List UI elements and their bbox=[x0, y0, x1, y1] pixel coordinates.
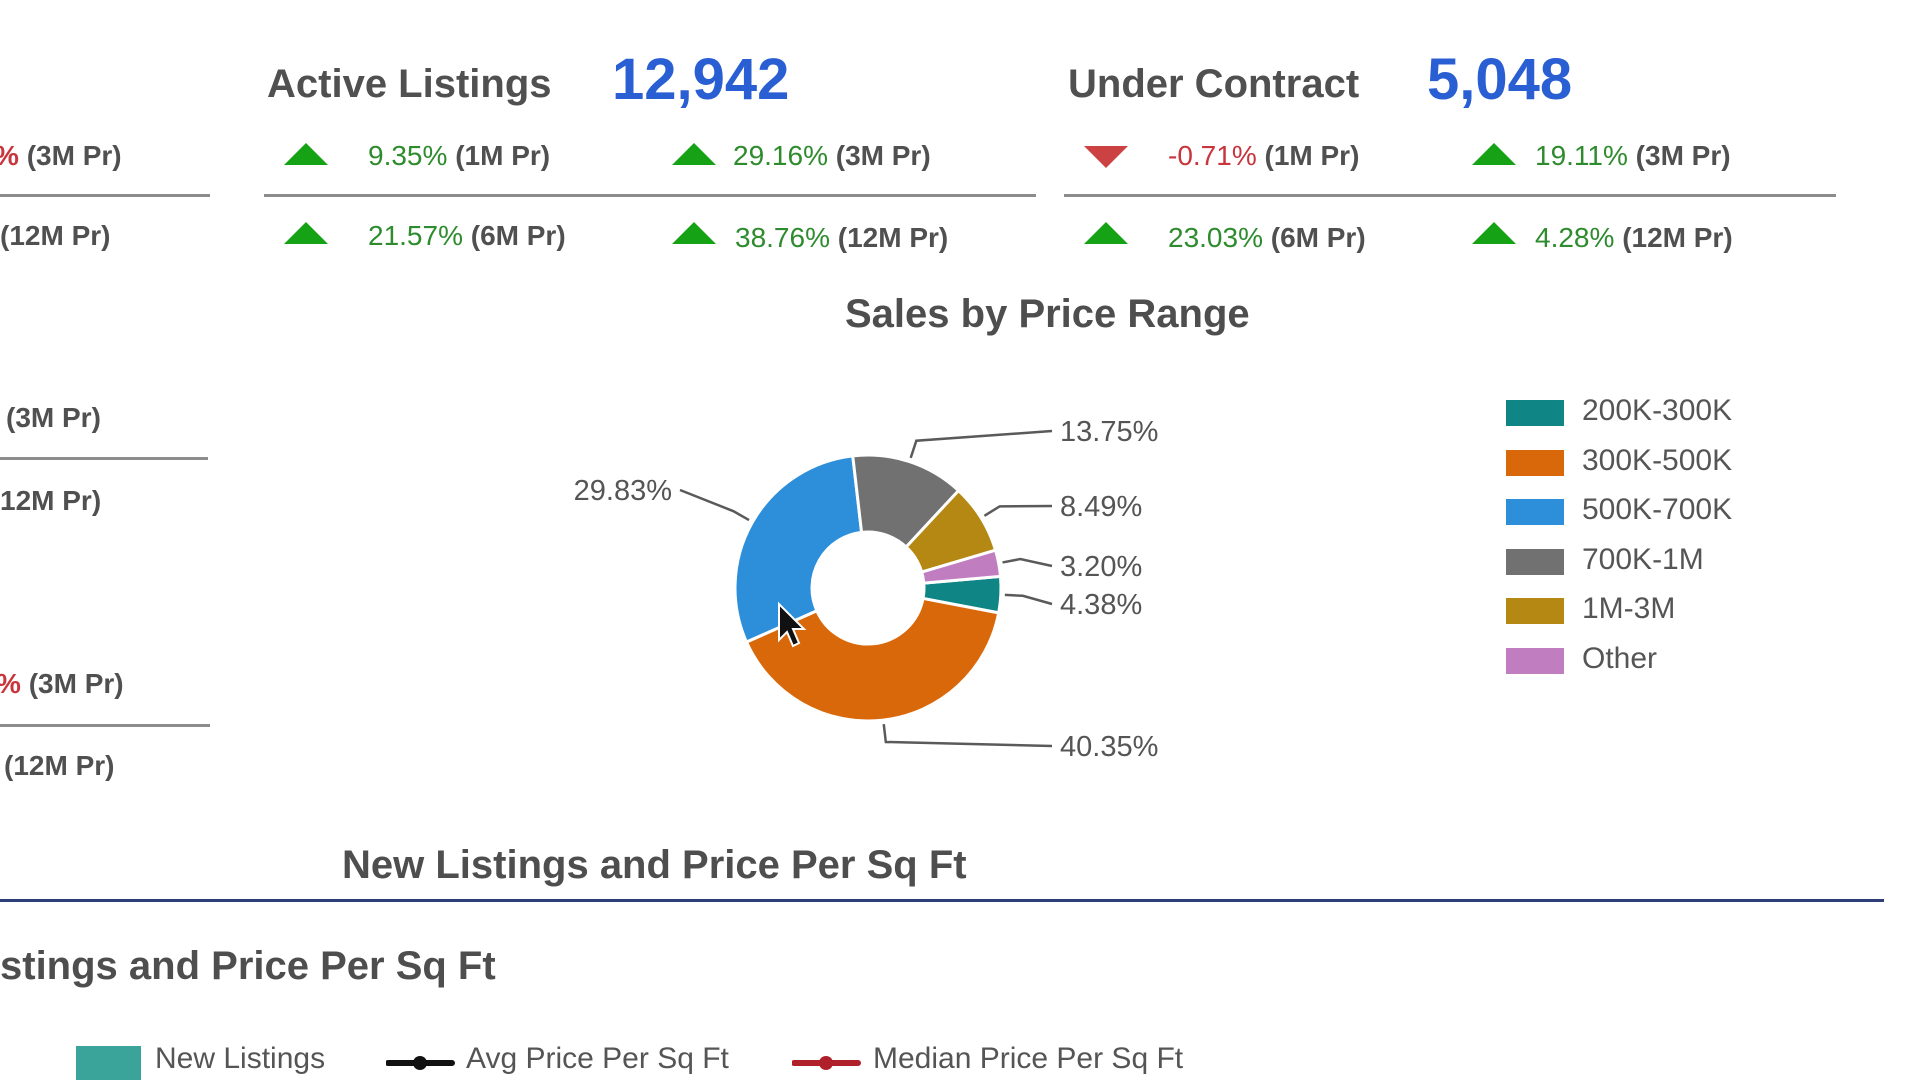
left-metric-period: (3M Pr) bbox=[28, 668, 124, 699]
legend-label[interactable]: 200K-300K bbox=[1582, 394, 1733, 427]
active-metric-1m: 9.35% (1M Pr) bbox=[368, 140, 550, 172]
contract-metric-6m: 23.03% (6M Pr) bbox=[1168, 222, 1366, 254]
metric-pct: -0.71% bbox=[1168, 140, 1257, 171]
legend-avg-price: Avg Price Per Sq Ft bbox=[466, 1042, 729, 1075]
up-arrow-icon bbox=[672, 143, 716, 165]
chart-title: Sales by Price Range bbox=[845, 292, 1250, 336]
kpi-value-active-listings: 12,942 bbox=[612, 47, 790, 112]
legend-swatch bbox=[1506, 647, 1564, 674]
active-metric-12m: 38.76% (12M Pr) bbox=[735, 222, 948, 254]
legend-swatch bbox=[1506, 449, 1564, 476]
contract-divider bbox=[1064, 194, 1836, 197]
left-divider-2 bbox=[0, 457, 208, 460]
metric-period: (1M Pr) bbox=[1264, 140, 1360, 171]
left-divider-1 bbox=[0, 194, 210, 197]
pie-data-label: 29.83% bbox=[574, 475, 672, 507]
section-divider bbox=[0, 899, 1884, 902]
pie-slice-500k-700k[interactable] bbox=[733, 454, 864, 645]
pie-slice-300k-500k[interactable] bbox=[744, 596, 1001, 723]
metric-period: (3M Pr) bbox=[835, 140, 931, 171]
left-metric-12m-row1: (12M Pr) bbox=[0, 220, 110, 252]
pie-data-label: 3.20% bbox=[1060, 551, 1142, 583]
left-metric-12m-row2: 12M Pr) bbox=[0, 485, 101, 517]
pie-leader-line bbox=[983, 504, 1053, 517]
kpi-title-under-contract: Under Contract bbox=[1068, 62, 1360, 106]
contract-metric-1m: -0.71% (1M Pr) bbox=[1168, 140, 1359, 172]
mouse-cursor-icon bbox=[778, 601, 807, 648]
active-divider bbox=[264, 194, 1036, 197]
left-metric-pct: % bbox=[0, 140, 19, 171]
kpi-value-under-contract: 5,048 bbox=[1427, 47, 1573, 112]
left-metric-3m-row3: % (3M Pr) bbox=[0, 668, 124, 700]
median-price-legend-icon bbox=[792, 1056, 861, 1070]
pie-data-label: 40.35% bbox=[1060, 731, 1158, 763]
up-arrow-icon bbox=[672, 222, 716, 244]
pie-leader-line bbox=[1002, 557, 1053, 568]
left-metric-3m-row2: (3M Pr) bbox=[6, 402, 101, 434]
avg-price-legend-icon bbox=[386, 1056, 455, 1070]
legend-label[interactable]: 1M-3M bbox=[1582, 592, 1676, 625]
left-metric-period: (3M Pr) bbox=[26, 140, 122, 171]
metric-pct: 23.03% bbox=[1168, 222, 1263, 253]
legend-label[interactable]: 300K-500K bbox=[1582, 443, 1733, 477]
contract-metric-12m: 4.28% (12M Pr) bbox=[1535, 222, 1733, 254]
kpi-title-active-listings: Active Listings bbox=[267, 62, 552, 106]
legend-label[interactable]: 700K-1M bbox=[1582, 542, 1704, 576]
pie-leader-line bbox=[909, 429, 1053, 459]
active-metric-6m: 21.57% (6M Pr) bbox=[368, 220, 566, 252]
legend-label[interactable]: Other bbox=[1582, 641, 1658, 675]
up-arrow-icon bbox=[284, 222, 328, 244]
pie-leader-line bbox=[882, 723, 1053, 748]
metric-pct: 9.35% bbox=[368, 140, 448, 171]
metric-pct: 38.76% bbox=[735, 222, 830, 253]
pie-data-label: 8.49% bbox=[1060, 491, 1142, 523]
down-arrow-icon bbox=[1084, 146, 1128, 168]
pie-data-label: 13.75% bbox=[1060, 416, 1158, 448]
metric-period: (12M Pr) bbox=[1622, 222, 1733, 253]
metric-period: (3M Pr) bbox=[1635, 140, 1731, 171]
left-metric-period: (12M Pr) bbox=[0, 220, 111, 251]
legend-new-listings: New Listings bbox=[155, 1042, 326, 1075]
legend-swatch bbox=[1506, 499, 1564, 525]
left-divider-3 bbox=[0, 724, 210, 727]
left-metric-period: (3M Pr) bbox=[6, 402, 101, 433]
up-arrow-icon bbox=[1084, 222, 1128, 244]
left-metric-period: (12M Pr) bbox=[4, 750, 115, 781]
metric-period: (6M Pr) bbox=[1270, 222, 1366, 253]
legend-swatch bbox=[1506, 400, 1564, 426]
left-metric-pct: % bbox=[0, 668, 21, 699]
contract-metric-3m: 19.11% (3M Pr) bbox=[1535, 140, 1731, 172]
legend-swatch bbox=[1506, 548, 1564, 575]
metric-period: (12M Pr) bbox=[837, 222, 949, 253]
metric-pct: 4.28% bbox=[1535, 222, 1615, 253]
legend-label[interactable]: 500K-700K bbox=[1582, 493, 1733, 526]
metric-period: (6M Pr) bbox=[470, 220, 566, 251]
pie-slice-other[interactable] bbox=[919, 548, 1003, 585]
metric-period: (1M Pr) bbox=[455, 140, 551, 171]
metric-pct: 29.16% bbox=[733, 140, 828, 171]
legend-median-price: Median Price Per Sq Ft bbox=[873, 1042, 1184, 1075]
left-metric-period: 12M Pr) bbox=[0, 485, 102, 516]
left-metric-12m-row3: (12M Pr) bbox=[4, 750, 114, 782]
new-listings-legend-swatch bbox=[76, 1046, 141, 1080]
up-arrow-icon bbox=[1472, 143, 1516, 165]
up-arrow-icon bbox=[1472, 222, 1516, 244]
new-listings-title: New Listings and Price Per Sq Ft bbox=[342, 843, 967, 887]
new-listings-title-cut: stings and Price Per Sq Ft bbox=[0, 944, 496, 988]
up-arrow-icon bbox=[284, 143, 328, 165]
metric-pct: 19.11% bbox=[1535, 140, 1628, 171]
legend-swatch bbox=[1506, 598, 1564, 624]
pie-data-label: 4.38% bbox=[1060, 589, 1142, 621]
active-metric-3m: 29.16% (3M Pr) bbox=[733, 140, 931, 172]
pie-leader-line bbox=[679, 488, 750, 522]
metric-pct: 21.57% bbox=[368, 220, 463, 251]
left-metric-3m-row1: % (3M Pr) bbox=[0, 140, 122, 172]
pie-leader-line bbox=[1004, 593, 1053, 606]
